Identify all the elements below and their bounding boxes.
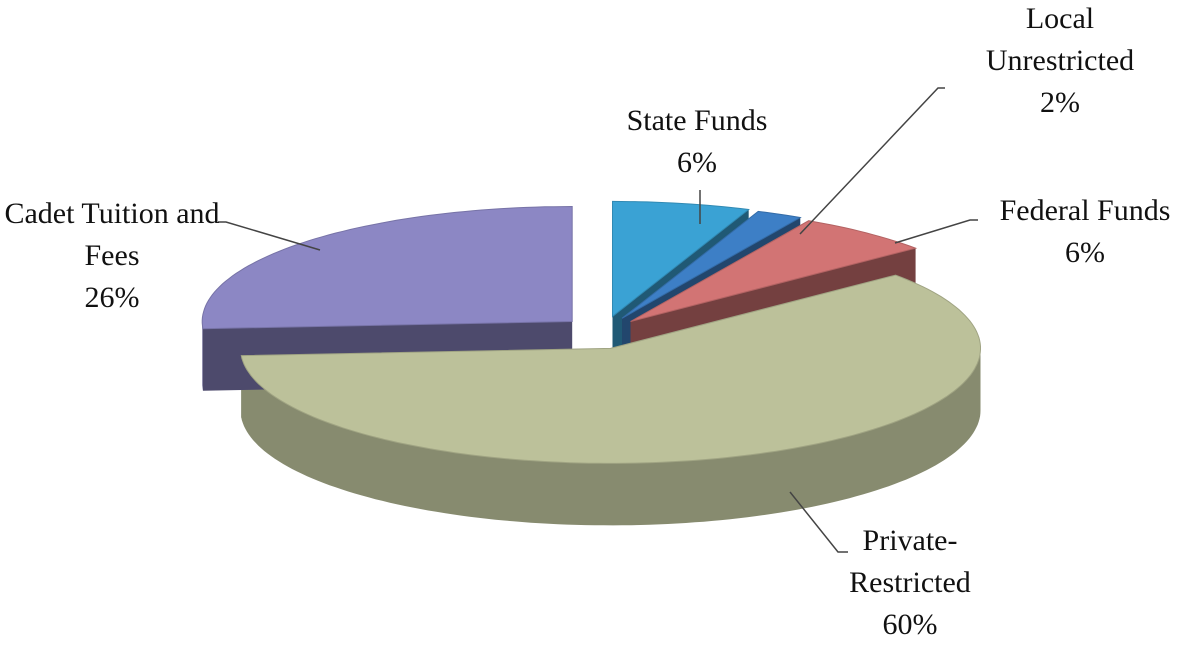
slice (630, 220, 918, 322)
category-label: Private-Restricted (849, 524, 971, 599)
slice-side (241, 348, 981, 526)
slice-label: State Funds 6% (567, 100, 827, 184)
category-label: Federal Funds (999, 194, 1171, 227)
category-label: State Funds (626, 104, 768, 137)
category-label: Local Unrestricted (985, 2, 1135, 77)
slice-label: Cadet Tuition and Fees 26% (0, 193, 225, 319)
leader-line (218, 221, 321, 251)
leader-line (894, 219, 978, 244)
value-label: 26% (84, 281, 140, 314)
slice (621, 210, 802, 319)
slice-label: Private-Restricted 60% (823, 520, 998, 646)
leader-line (789, 491, 848, 553)
leader-line (799, 87, 945, 235)
value-label: 2% (1040, 86, 1080, 119)
slice-side (202, 321, 203, 391)
category-label: Cadet Tuition and Fees (4, 197, 220, 272)
value-label: 60% (882, 608, 938, 641)
value-label: 6% (1065, 236, 1105, 269)
slice (611, 200, 750, 318)
value-label: 6% (677, 146, 717, 179)
slice (240, 274, 981, 464)
slice (201, 205, 573, 330)
pie-tops (201, 200, 981, 464)
slice-label: Local Unrestricted 2% (955, 0, 1165, 124)
slice-label: Federal Funds 6% (955, 190, 1201, 274)
